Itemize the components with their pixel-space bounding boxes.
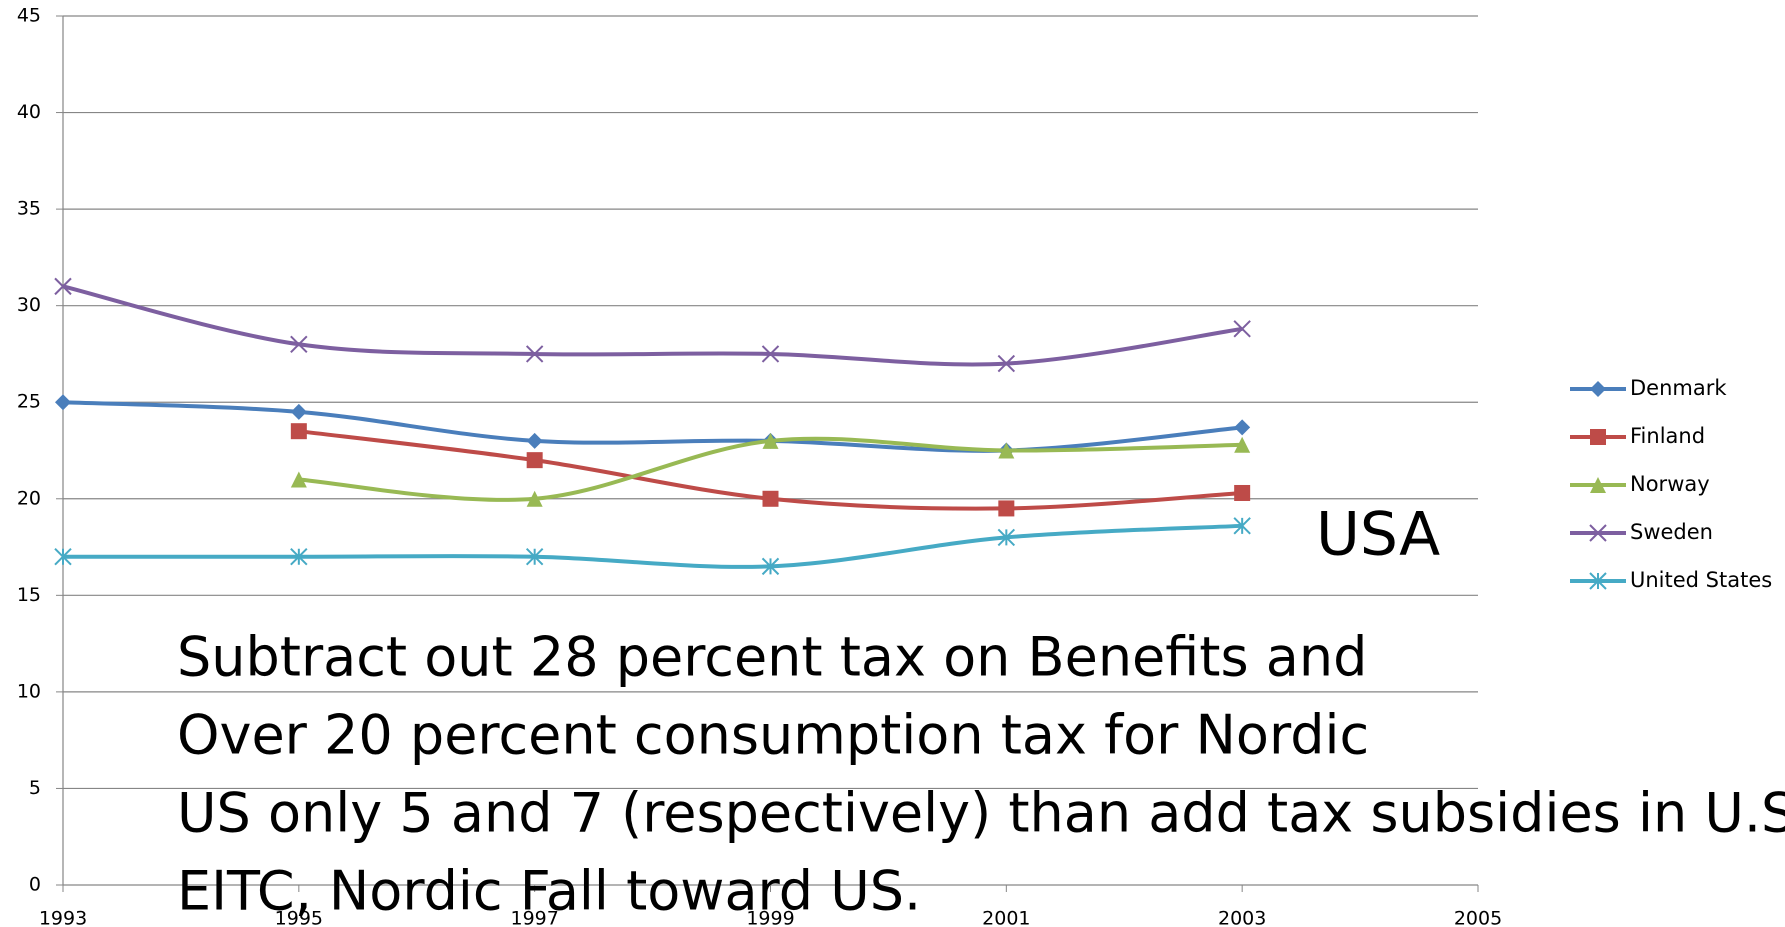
marker [998, 442, 1015, 459]
marker [290, 471, 307, 488]
marker [526, 452, 543, 469]
marker [998, 500, 1015, 517]
legend-label: United States [1630, 568, 1772, 592]
marker [997, 354, 1016, 373]
series-line [62, 400, 1243, 453]
marker [1234, 484, 1251, 501]
marker [762, 490, 779, 507]
legend-marker [1590, 429, 1606, 445]
y-tick-label: 15 [17, 584, 41, 606]
x-tick-label: 1997 [510, 908, 558, 927]
marker [54, 548, 72, 566]
y-tick-label: 20 [17, 487, 41, 509]
legend-label: Finland [1630, 424, 1705, 448]
legend-marker [1589, 572, 1607, 590]
marker [526, 432, 543, 449]
x-tick-label: 2001 [982, 908, 1030, 927]
annotation: Over 20 percent consumption tax for Nord… [177, 704, 1369, 767]
annotation: USA [1316, 500, 1440, 570]
annotation: Subtract out 28 percent tax on Benefits … [177, 626, 1367, 689]
x-tick-label: 2003 [1218, 908, 1266, 927]
legend-marker [1590, 381, 1606, 397]
marker [525, 548, 544, 566]
marker [290, 548, 308, 566]
marker [526, 490, 543, 507]
marker [55, 394, 71, 411]
y-tick-label: 5 [29, 777, 41, 799]
legend-marker [1590, 477, 1606, 493]
x-tick-label: 1999 [746, 908, 794, 927]
legend-marker [1589, 524, 1607, 542]
x-tick-label: 1993 [39, 908, 87, 927]
x-tick-label: 1995 [275, 908, 323, 927]
marker [290, 403, 307, 420]
legend-label: Denmark [1630, 376, 1727, 400]
marker [1233, 320, 1251, 338]
series-line [63, 523, 1243, 569]
marker [290, 335, 308, 353]
x-tick-label: 2005 [1454, 908, 1502, 927]
marker [997, 528, 1016, 547]
marker [1233, 517, 1251, 535]
marker [762, 432, 779, 449]
marker [1234, 436, 1251, 453]
y-tick-label: 25 [17, 391, 41, 413]
marker [525, 345, 544, 363]
y-tick-label: 10 [17, 680, 41, 702]
legend-label: Norway [1630, 472, 1710, 496]
marker [290, 423, 307, 440]
y-tick-label: 35 [17, 198, 41, 220]
y-tick-label: 0 [29, 874, 41, 896]
marker [54, 277, 72, 296]
series-line [62, 284, 1243, 367]
y-tick-label: 30 [17, 294, 41, 316]
annotation: US only 5 and 7 (respectively) than add … [177, 782, 1785, 845]
marker [1234, 419, 1251, 436]
marker [761, 345, 780, 363]
y-tick-label: 40 [17, 101, 41, 123]
legend-label: Sweden [1630, 520, 1713, 544]
annotation: EITC, Nordic Fall toward US. [177, 860, 921, 923]
y-tick-label: 45 [17, 5, 41, 27]
marker [761, 557, 780, 576]
